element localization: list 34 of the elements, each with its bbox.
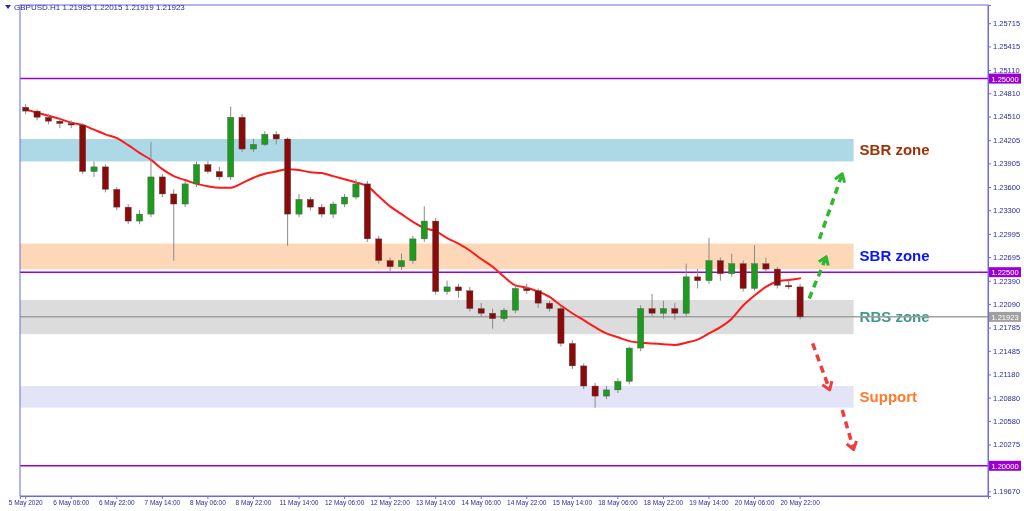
candlestick (409, 235, 417, 265)
candlestick (773, 266, 781, 289)
candlestick (159, 173, 166, 198)
candlestick (534, 287, 542, 309)
candlestick (591, 382, 599, 409)
candlestick (648, 293, 656, 317)
candlestick (489, 308, 496, 330)
band-label: Support (859, 387, 918, 405)
candlestick (295, 193, 303, 218)
candlestick (386, 256, 394, 272)
band-label: SBR zone (859, 247, 930, 265)
candlestick (728, 253, 736, 278)
candlestick (193, 160, 200, 188)
candlestick (512, 284, 519, 314)
candlestick (90, 160, 98, 178)
candlestick (170, 188, 178, 262)
candlestick (56, 116, 64, 129)
candlestick (102, 164, 109, 193)
candlestick (580, 363, 588, 390)
candlestick (717, 256, 724, 282)
candlestick (466, 286, 474, 313)
candlestick (113, 186, 121, 211)
chart-title: GBPUSD.H1 1.21985 1.22015 1.21919 1.21923 (14, 3, 186, 12)
candlestick (420, 205, 428, 243)
candlestick (705, 237, 713, 285)
candlestick (124, 203, 132, 225)
candlestick (762, 256, 770, 272)
candlestick (569, 339, 576, 370)
candlestick (694, 268, 701, 289)
candlestick (375, 235, 383, 265)
candlestick (181, 180, 189, 208)
candlestick (443, 280, 451, 296)
candlestick (352, 178, 360, 200)
band-label: SBR zone (859, 141, 930, 159)
